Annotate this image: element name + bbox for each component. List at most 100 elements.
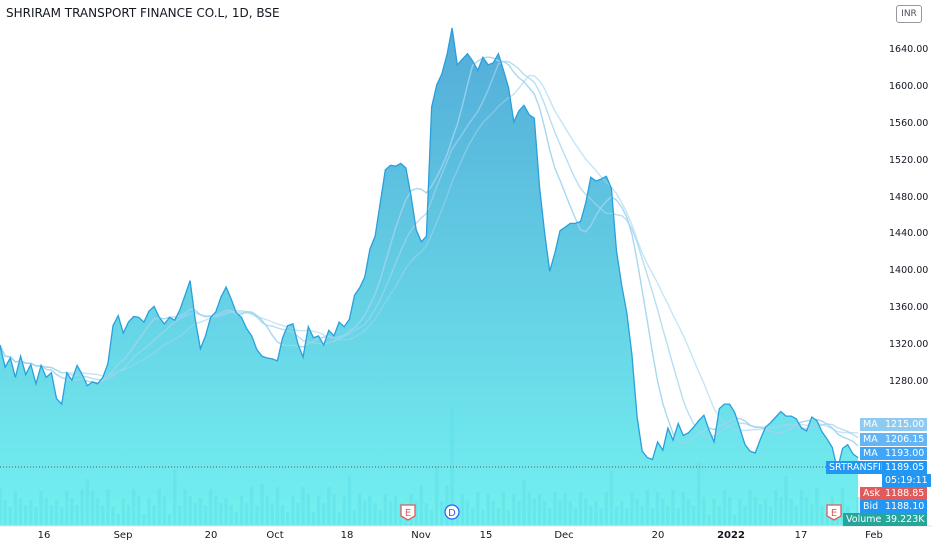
volume-bar (763, 499, 768, 526)
x-tick-label: 20 (204, 530, 218, 541)
volume-bar (131, 489, 136, 526)
volume-bar (101, 505, 105, 526)
currency-badge[interactable]: INR (896, 5, 922, 23)
volume-bar (311, 512, 316, 526)
volume-bar (34, 507, 38, 526)
last-price-value: 1189.05 (882, 461, 928, 474)
volume-bar (147, 498, 151, 526)
volume-bar (614, 506, 619, 526)
volume-bar (388, 501, 393, 526)
volume-bar (85, 479, 89, 526)
volume-bar (799, 490, 804, 526)
x-tick-label: 20 (651, 530, 665, 541)
volume-bar (296, 503, 300, 526)
volume-bar (429, 510, 434, 526)
volume-bar (666, 506, 670, 526)
volume-value: 39.223K (882, 513, 928, 526)
volume-bar (779, 497, 783, 526)
volume-bar (203, 505, 208, 526)
volume-bar (162, 496, 167, 526)
y-tick-label: 1520.00 (889, 154, 929, 166)
volume-bar (435, 466, 439, 526)
price-area (0, 27, 858, 527)
volume-bar (471, 508, 475, 526)
ask-label: Ask (860, 487, 882, 500)
x-tick-label: 18 (340, 530, 354, 541)
volume-bar (440, 501, 444, 526)
y-tick-label: 1400.00 (889, 265, 929, 277)
volume-bar (173, 470, 177, 526)
y-tick-label: 1360.00 (889, 302, 929, 314)
earnings-marker[interactable]: E (826, 504, 842, 521)
volume-bar (378, 510, 382, 526)
bid-value: 1188.10 (882, 500, 928, 513)
volume-bar (625, 508, 629, 526)
volume-bar (645, 490, 650, 526)
volume-bar (840, 488, 845, 526)
volume-bar (178, 505, 182, 526)
volume-bar (717, 506, 721, 526)
earnings-marker[interactable]: E (400, 504, 416, 521)
volume-bar (589, 506, 593, 526)
ma-tag-value: 1206.15 (882, 433, 928, 446)
volume-bar (13, 491, 18, 526)
volume-bar (599, 508, 603, 526)
volume-bars (0, 408, 860, 526)
volume-bar (512, 494, 516, 526)
volume-bar (291, 496, 295, 526)
bid-label: Bid (860, 500, 882, 513)
volume-bar (208, 489, 213, 526)
volume-bar (75, 505, 79, 526)
volume-bar (558, 499, 562, 526)
volume-bar (655, 492, 660, 526)
volume-bar (707, 515, 711, 526)
volume-bar (137, 496, 141, 526)
volume-bar (0, 488, 2, 526)
volume-bar (363, 501, 367, 526)
volume-bar (501, 492, 506, 526)
y-tick-label: 1440.00 (889, 228, 929, 240)
y-tick-label: 1600.00 (889, 80, 929, 92)
volume-bar (29, 500, 33, 526)
volume-bar (573, 508, 578, 526)
dividend-marker[interactable]: D (444, 504, 460, 520)
volume-bar (697, 462, 701, 526)
volume-bar (106, 489, 110, 526)
volume-bar (769, 506, 773, 526)
volume-bar (280, 505, 285, 526)
volume-bar (270, 503, 274, 526)
volume-bar (90, 491, 95, 526)
volume-bar (825, 513, 829, 526)
x-tick-label: Dec (554, 530, 574, 541)
volume-bar (620, 501, 624, 526)
x-tick-label: 17 (794, 530, 808, 541)
volume-bar (198, 498, 203, 526)
volume-bar (80, 489, 84, 526)
volume-bar (609, 471, 614, 526)
volume-bar (255, 505, 259, 526)
volume-bar (604, 492, 608, 526)
x-tick-label: 2022 (717, 530, 745, 541)
volume-bar (743, 506, 747, 526)
ma-line-3 (0, 74, 859, 434)
volume-bar (54, 500, 59, 526)
volume-bar (368, 496, 372, 526)
volume-bar (327, 487, 331, 526)
volume-bar (635, 499, 639, 526)
ma-tag-label: MA (860, 418, 882, 431)
volume-bar (224, 498, 228, 526)
volume-bar (753, 497, 757, 526)
volume-bar (373, 503, 377, 526)
ma-tag-value: 1215.00 (882, 418, 928, 431)
volume-bar (3, 500, 7, 526)
volume-bar (758, 504, 763, 526)
ma-tag-label: MA (860, 433, 882, 446)
volume-bar (476, 492, 480, 526)
volume-bar (8, 507, 12, 526)
volume-bar (229, 505, 233, 526)
volume-bar (650, 508, 655, 526)
volume-bar (640, 506, 644, 526)
volume-bar (121, 498, 125, 526)
